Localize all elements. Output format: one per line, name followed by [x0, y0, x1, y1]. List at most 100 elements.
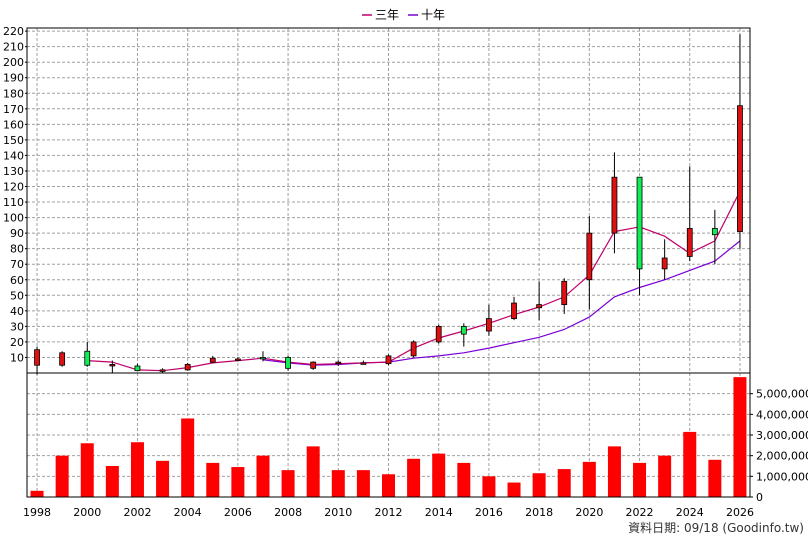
candle-body: [661, 257, 668, 270]
candle-body: [511, 302, 517, 320]
candle-body: [310, 361, 317, 369]
price-tick-label: 30: [10, 320, 24, 333]
price-tick-label: 180: [3, 87, 24, 100]
price-tick-label: 170: [3, 103, 24, 116]
volume-bar: [432, 453, 446, 497]
volume-bar: [80, 443, 94, 497]
volume-tick-label: 5,000,000: [756, 388, 808, 401]
x-tick-label: 2016: [475, 506, 503, 519]
x-tick-label: 2004: [174, 506, 202, 519]
volume-bar: [557, 469, 571, 497]
candle-body: [134, 365, 141, 372]
volume-tick-label: 4,000,000: [756, 408, 808, 421]
candle-body: [486, 318, 492, 332]
price-tick-label: 140: [3, 149, 24, 162]
candle-body: [285, 357, 291, 369]
volume-bar: [231, 467, 245, 497]
candlesticks: [34, 34, 743, 375]
volume-bar: [683, 431, 697, 497]
legend-label-three-year: 三年: [375, 8, 399, 22]
volume-bar: [105, 466, 119, 497]
x-tick-label: 2026: [726, 506, 754, 519]
candle-body: [435, 325, 442, 343]
volume-bar: [382, 474, 395, 497]
price-tick-label: 210: [3, 41, 24, 54]
data-source-credit: 資料日期: 09/18 (Goodinfo.tw): [628, 521, 804, 535]
volume-bar: [607, 446, 621, 497]
x-tick-label: 2012: [375, 506, 403, 519]
price-tick-label: 60: [10, 274, 24, 287]
candle-body: [59, 352, 66, 366]
legend-label-ten-year: 十年: [421, 8, 445, 22]
price-tick-label: 90: [10, 227, 24, 240]
legend: 三年 十年: [362, 8, 445, 22]
volume-tick-label: 3,000,000: [756, 429, 808, 442]
volume-bar: [206, 462, 220, 497]
volume-bar: [733, 377, 747, 497]
price-tick-label: 120: [3, 181, 24, 194]
price-tick-label: 70: [10, 258, 24, 271]
candle-body: [611, 176, 618, 234]
volume-tick-label: 1,000,000: [756, 470, 808, 483]
grid-layer: [27, 28, 750, 497]
price-tick-label: 80: [10, 243, 24, 256]
volume-bars: [30, 377, 747, 497]
volume-bar: [55, 455, 69, 497]
candle-body: [737, 105, 743, 232]
volume-bar: [658, 455, 672, 497]
price-tick-label: 190: [3, 72, 24, 85]
volume-tick-label: 0: [756, 491, 763, 504]
candle-body: [234, 358, 241, 361]
candle-body: [460, 325, 467, 335]
price-tick-label: 200: [3, 56, 24, 69]
candle-body: [686, 228, 693, 257]
x-tick-label: 2022: [626, 506, 654, 519]
volume-tick-label: 2,000,000: [756, 450, 808, 463]
volume-bar: [181, 418, 195, 497]
volume-bar: [582, 461, 596, 497]
volume-bar: [30, 490, 44, 497]
price-tick-label: 50: [10, 289, 24, 302]
volume-bar: [633, 462, 647, 497]
candle-body: [335, 361, 342, 365]
candle-body: [109, 364, 116, 367]
candle-body: [209, 357, 216, 363]
price-tick-label: 220: [3, 25, 24, 38]
ma-line: [262, 240, 741, 366]
price-tick-label: 160: [3, 118, 24, 131]
candle-body: [34, 349, 40, 366]
price-tick-label: 40: [10, 305, 24, 318]
volume-bar: [482, 476, 496, 497]
plot-frames: [25, 27, 753, 498]
candle-body: [184, 364, 191, 371]
candle-body: [410, 341, 417, 357]
volume-bar: [507, 482, 521, 497]
axis-labels: 1998 2000 2002 2004 2006 2008 2010 2012 2014 2016…: [3, 25, 808, 519]
volume-bar: [356, 470, 370, 497]
volume-bar: [256, 455, 270, 497]
x-tick-label: 2002: [123, 506, 151, 519]
x-tick-label: 2014: [425, 506, 453, 519]
candle-body: [586, 232, 593, 281]
volume-bar: [130, 442, 144, 497]
x-tick-label: 2024: [676, 506, 704, 519]
volume-bar: [457, 462, 471, 497]
candle-body: [385, 355, 392, 365]
volume-bar: [532, 473, 546, 497]
candle-body: [84, 350, 91, 366]
candle-body: [536, 304, 543, 309]
candle-body: [159, 369, 166, 372]
volume-bar: [708, 459, 722, 497]
volume-bar: [281, 470, 295, 497]
volume-bar: [407, 458, 421, 497]
price-tick-label: 130: [3, 165, 24, 178]
candle-body: [260, 357, 266, 360]
x-tick-label: 2020: [575, 506, 603, 519]
x-tick-label: 2006: [224, 506, 252, 519]
candle-body: [561, 280, 568, 306]
candle-body: [636, 176, 643, 270]
volume-bar: [306, 446, 320, 497]
price-tick-label: 150: [3, 134, 24, 147]
candle-body: [360, 362, 367, 365]
